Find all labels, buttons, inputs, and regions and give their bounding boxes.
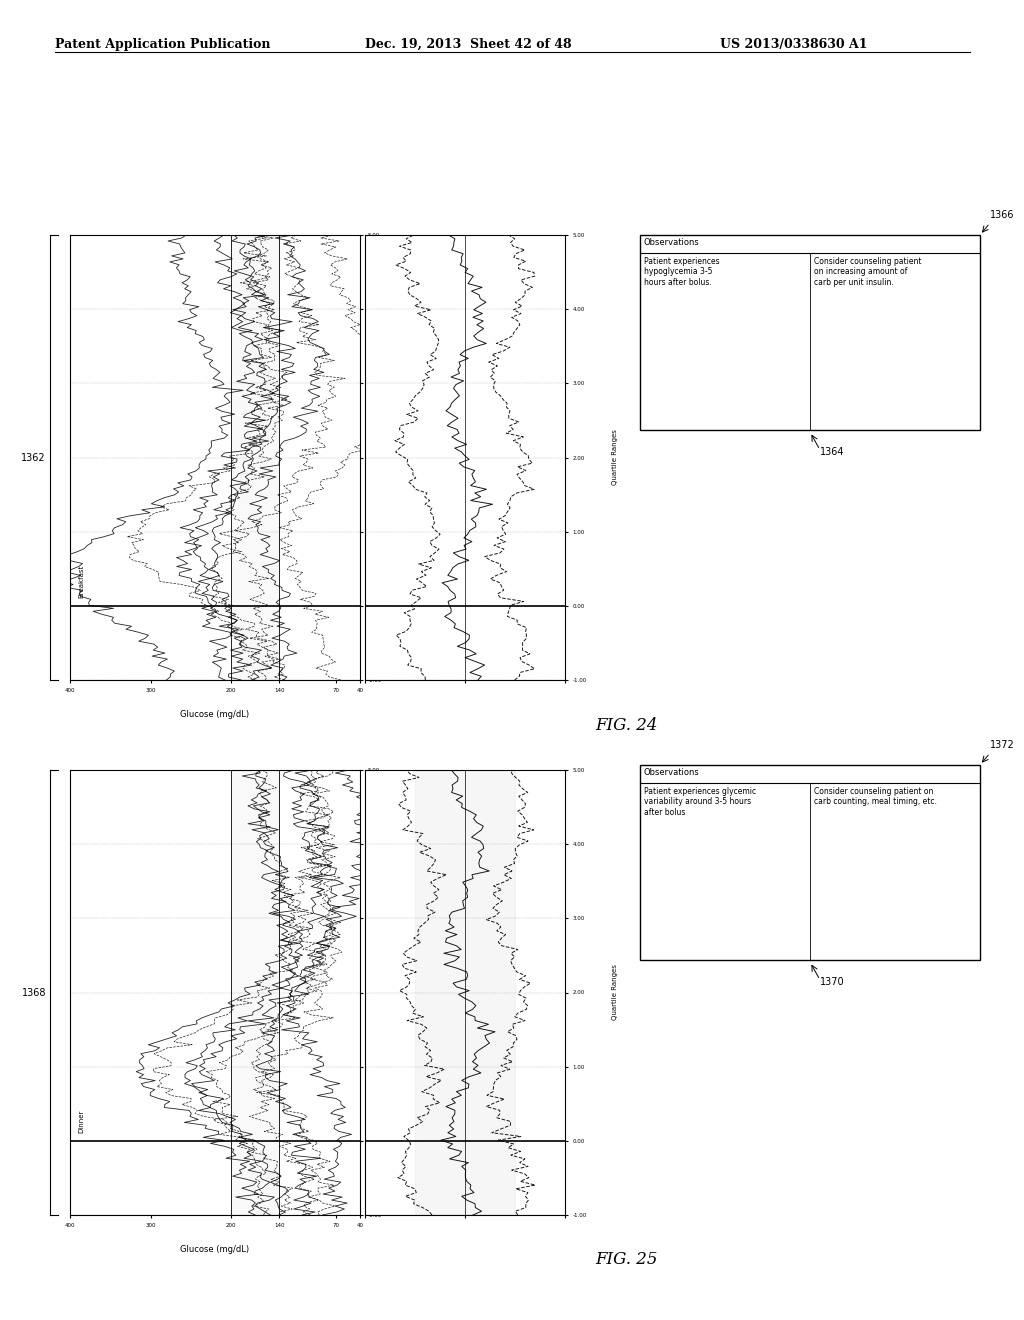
Text: Glucose (mg/dL): Glucose (mg/dL) — [180, 710, 250, 719]
Text: Consider counseling patient
on increasing amount of
carb per unit insulin.: Consider counseling patient on increasin… — [814, 257, 922, 286]
Text: Dec. 19, 2013  Sheet 42 of 48: Dec. 19, 2013 Sheet 42 of 48 — [365, 38, 571, 51]
Text: Patient experiences
hypoglycemia 3-5
hours after bolus.: Patient experiences hypoglycemia 3-5 hou… — [644, 257, 720, 286]
Text: 1366: 1366 — [990, 210, 1015, 220]
Text: 1372: 1372 — [990, 741, 1015, 750]
Bar — [640, 766, 980, 960]
Text: Consider counseling patient on
carb counting, meal timing, etc.: Consider counseling patient on carb coun… — [814, 787, 937, 807]
Text: Patent Application Publication: Patent Application Publication — [55, 38, 270, 51]
Text: Glucose (mg/dL): Glucose (mg/dL) — [180, 1245, 250, 1254]
Text: 1362: 1362 — [22, 453, 46, 463]
Bar — [231, 770, 280, 1214]
Text: FIG. 25: FIG. 25 — [595, 1251, 657, 1269]
Text: 1370: 1370 — [820, 977, 845, 987]
Text: Quartile Ranges: Quartile Ranges — [612, 965, 618, 1020]
Bar — [231, 235, 280, 680]
Text: FIG. 24: FIG. 24 — [595, 717, 657, 734]
Text: Quartile Ranges: Quartile Ranges — [612, 429, 618, 486]
Text: US 2013/0338630 A1: US 2013/0338630 A1 — [720, 38, 867, 51]
Bar — [415, 770, 515, 1214]
Text: Observations: Observations — [644, 768, 699, 777]
Text: 1364: 1364 — [820, 447, 845, 457]
Bar — [640, 235, 980, 430]
Text: Patient experiences glycemic
variability around 3-5 hours
after bolus: Patient experiences glycemic variability… — [644, 787, 756, 817]
Text: Breakfast: Breakfast — [78, 565, 84, 598]
Text: 1368: 1368 — [22, 987, 46, 998]
Text: Observations: Observations — [644, 238, 699, 247]
Text: Dinner: Dinner — [78, 1110, 84, 1134]
